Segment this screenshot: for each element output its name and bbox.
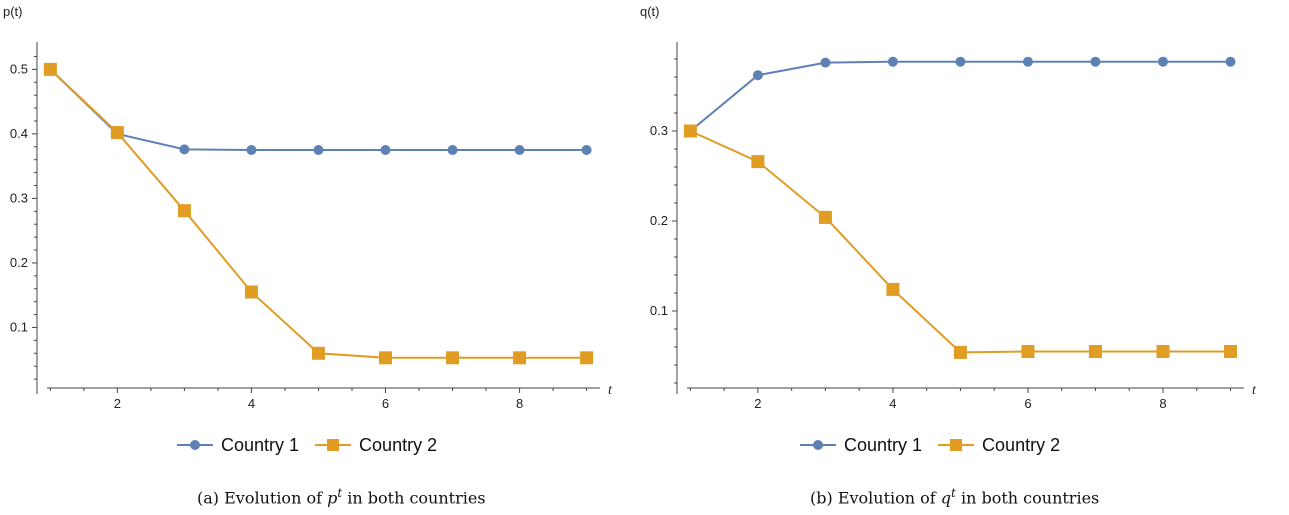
y-axis-label: q(t): [640, 4, 660, 19]
data-point-square: [446, 351, 460, 365]
square-marker-icon: [315, 439, 352, 451]
data-point-circle: [820, 57, 831, 68]
data-point-square: [1021, 345, 1035, 358]
y-tick-label: 0.5: [10, 61, 28, 76]
data-point-square: [244, 285, 258, 299]
caption-prefix: (a) Evolution of: [197, 488, 328, 508]
data-point-square: [110, 126, 124, 140]
square-marker-icon: [938, 439, 975, 451]
series-line-2: [49, 68, 587, 359]
y-tick-label: 0.1: [650, 303, 668, 318]
x-tick-label: 6: [382, 396, 389, 411]
legend-item-country-1: Country 1: [798, 435, 922, 456]
legend-item-country-1: Country 1: [175, 435, 299, 456]
data-point-circle: [955, 56, 966, 67]
data-point-circle: [1022, 56, 1033, 67]
chart-b-caption: (b) Evolution of qt in both countries: [810, 486, 1099, 507]
data-point-square: [1223, 345, 1237, 358]
series-line-1: [689, 60, 1231, 132]
data-point-square: [177, 204, 191, 218]
chart-panel-b: 2 4 6 8 0.1 0.2 0.3 q(t) t Country 1 Country 2 (…: [640, 0, 1289, 515]
chart-a-legend: Country 1 Country 2: [175, 430, 451, 460]
x-tick-label: 6: [1024, 396, 1031, 411]
chart-a-caption: (a) Evolution of pt in both countries: [197, 486, 486, 507]
data-point-square: [1088, 345, 1102, 358]
caption-suffix: in both countries: [342, 488, 486, 508]
y-tick-label: 0.2: [10, 255, 28, 270]
x-axis-label: t: [608, 383, 613, 398]
x-tick-label: 4: [889, 396, 896, 411]
data-point-square: [1156, 345, 1170, 358]
series-line-2: [689, 130, 1231, 354]
chart-panel-a: 2 4 6 8 0.1 0.2 0.3 0.4 0.5 p(t) t Country 1 Count…: [3, 4, 613, 507]
y-tick-label: 0.3: [650, 123, 668, 138]
data-point-circle: [752, 70, 763, 81]
legend-label: Country 1: [844, 434, 923, 455]
x-tick-label: 2: [114, 396, 121, 411]
x-tick-label: 8: [1159, 396, 1166, 411]
legend-label: Country 2: [359, 434, 438, 455]
caption-prefix: (b) Evolution of: [810, 488, 941, 508]
series-line-1: [49, 68, 587, 152]
data-point-circle: [581, 145, 592, 156]
caption-sup: t: [337, 486, 343, 500]
caption-var: q: [940, 488, 952, 508]
y-tick-label: 0.1: [10, 319, 28, 334]
y-tick-label: 0.3: [10, 190, 28, 205]
x-tick-label: 2: [754, 396, 761, 411]
data-point-square: [580, 351, 594, 365]
data-point-circle: [514, 145, 525, 156]
data-point-square: [513, 351, 527, 365]
chart-b-legend: Country 1 Country 2: [798, 430, 1074, 460]
data-point-square: [43, 62, 57, 76]
data-point-circle: [246, 145, 257, 156]
chart-b-plot: 2 4 6 8 0.1 0.2 0.3 q(t) t: [640, 4, 1257, 411]
caption-var: p: [327, 488, 338, 508]
data-point-square: [886, 282, 900, 296]
circle-marker-icon: [177, 440, 213, 450]
data-point-circle: [1157, 56, 1168, 67]
data-point-square: [751, 155, 765, 169]
data-point-square: [379, 351, 393, 365]
x-tick-label: 4: [248, 396, 255, 411]
data-point-circle: [1090, 56, 1101, 67]
caption-sup: t: [951, 486, 956, 500]
data-point-circle: [380, 145, 391, 156]
chart-a-plot: 2 4 6 8 0.1 0.2 0.3 0.4 0.5 p(t) t: [3, 4, 613, 411]
y-tick-label: 0.4: [10, 126, 28, 141]
legend-label: Country 1: [221, 434, 300, 455]
data-point-circle: [447, 145, 458, 156]
data-point-square: [953, 345, 967, 359]
data-point-circle: [313, 145, 324, 156]
legend-item-country-2: Country 2: [936, 435, 1060, 456]
data-point-circle: [179, 144, 190, 155]
data-point-circle: [1225, 56, 1236, 67]
data-point-square: [311, 346, 325, 360]
data-point-circle: [887, 56, 898, 67]
x-axis-label: t: [1252, 383, 1257, 398]
circle-marker-icon: [800, 440, 836, 450]
x-tick-label: 8: [516, 396, 523, 411]
y-axis-label: p(t): [3, 4, 23, 19]
data-point-square: [818, 210, 832, 224]
legend-item-country-2: Country 2: [313, 435, 437, 456]
legend-label: Country 2: [982, 434, 1061, 455]
y-tick-label: 0.2: [650, 213, 668, 228]
data-point-square: [683, 124, 697, 138]
caption-suffix: in both countries: [955, 488, 1100, 508]
